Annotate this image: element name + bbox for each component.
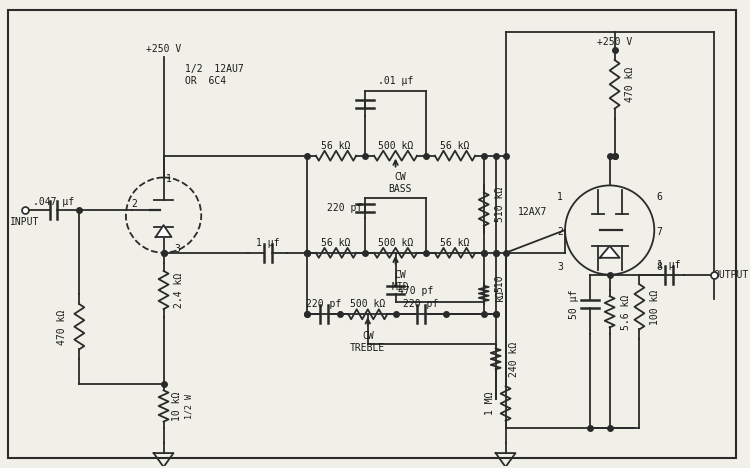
Text: +250 V: +250 V bbox=[597, 37, 632, 47]
Text: 1/2 W: 1/2 W bbox=[184, 394, 194, 419]
Text: 6: 6 bbox=[656, 192, 662, 202]
Text: 470 pf: 470 pf bbox=[398, 285, 433, 295]
Text: 56 kΩ: 56 kΩ bbox=[321, 141, 351, 151]
Text: 50 μf: 50 μf bbox=[569, 290, 579, 319]
Text: CW: CW bbox=[362, 331, 374, 341]
Text: 56 kΩ: 56 kΩ bbox=[321, 238, 351, 248]
Text: 12AX7: 12AX7 bbox=[518, 207, 548, 217]
Text: 500 kΩ: 500 kΩ bbox=[378, 238, 413, 248]
Text: 510: 510 bbox=[495, 275, 505, 292]
Text: TREBLE: TREBLE bbox=[350, 343, 386, 353]
Text: MID: MID bbox=[392, 282, 410, 292]
Polygon shape bbox=[156, 225, 172, 237]
Text: 1: 1 bbox=[166, 175, 172, 184]
Text: 56 kΩ: 56 kΩ bbox=[440, 141, 470, 151]
Text: 470 kΩ: 470 kΩ bbox=[626, 66, 635, 102]
Text: OUTPUT: OUTPUT bbox=[714, 270, 749, 280]
Text: 3: 3 bbox=[557, 262, 563, 272]
Text: 1: 1 bbox=[557, 192, 563, 202]
Text: 240 kΩ: 240 kΩ bbox=[509, 341, 518, 377]
Text: CW: CW bbox=[394, 173, 406, 183]
Text: 2: 2 bbox=[131, 199, 136, 209]
Text: 500 kΩ: 500 kΩ bbox=[378, 141, 413, 151]
Text: 470 kΩ: 470 kΩ bbox=[58, 309, 68, 345]
Text: CW: CW bbox=[394, 270, 406, 280]
Text: 2: 2 bbox=[557, 227, 563, 237]
Text: +250 V: +250 V bbox=[146, 44, 182, 54]
Text: BASS: BASS bbox=[388, 184, 412, 194]
Text: 1 μf: 1 μf bbox=[658, 260, 681, 270]
Text: 220 pf: 220 pf bbox=[404, 300, 439, 309]
Text: .01 μf: .01 μf bbox=[378, 76, 413, 86]
Text: kΩ: kΩ bbox=[495, 290, 505, 301]
Text: 1 μf: 1 μf bbox=[256, 238, 280, 248]
Text: 2.4 kΩ: 2.4 kΩ bbox=[175, 273, 184, 308]
Text: 220 pf: 220 pf bbox=[327, 203, 362, 213]
Text: 220 pf: 220 pf bbox=[306, 300, 341, 309]
Text: 1/2  12AU7: 1/2 12AU7 bbox=[185, 65, 244, 74]
Text: 5.6 kΩ: 5.6 kΩ bbox=[620, 295, 631, 330]
Text: 1 MΩ: 1 MΩ bbox=[484, 392, 495, 415]
Text: OR  6C4: OR 6C4 bbox=[185, 76, 226, 86]
Text: INPUT: INPUT bbox=[10, 217, 40, 227]
Text: 500 kΩ: 500 kΩ bbox=[350, 300, 386, 309]
Text: 510 kΩ: 510 kΩ bbox=[495, 187, 505, 222]
Text: 100 kΩ: 100 kΩ bbox=[650, 290, 660, 325]
Text: 10 kΩ: 10 kΩ bbox=[172, 392, 182, 421]
Text: 56 kΩ: 56 kΩ bbox=[440, 238, 470, 248]
Text: .047 μf: .047 μf bbox=[33, 197, 74, 207]
Text: 8: 8 bbox=[656, 262, 662, 272]
Polygon shape bbox=[600, 246, 619, 258]
Text: 7: 7 bbox=[656, 227, 662, 237]
Text: 3: 3 bbox=[175, 244, 181, 254]
